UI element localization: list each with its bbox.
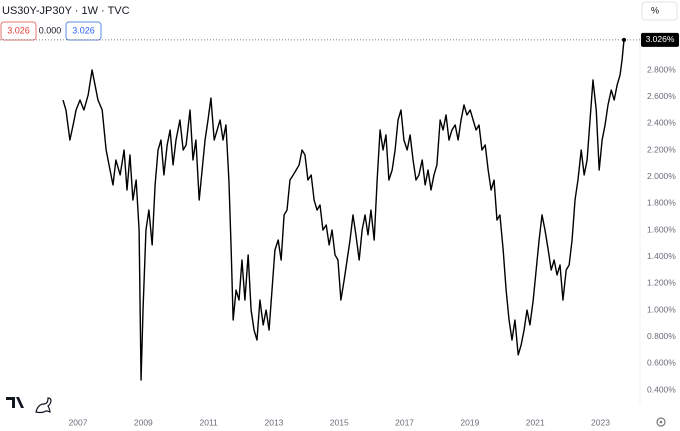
settings-icon[interactable] [656, 417, 666, 427]
price-box-text: 0.000 [39, 25, 62, 35]
y-tick-label: 0.600% [647, 358, 676, 368]
last-price-tag [641, 32, 679, 47]
price-box [65, 21, 102, 41]
x-tick-label: 2011 [200, 417, 219, 427]
price-line [62, 39, 625, 381]
y-tick-label: 2.200% [647, 144, 676, 154]
tv-logo [6, 397, 24, 408]
x-tick-label: 2021 [526, 417, 545, 427]
settings-icon-dot [659, 420, 663, 424]
y-tick-label: 0.400% [647, 384, 676, 394]
x-tick-label: 2013 [264, 417, 283, 427]
price-box-text: 3.026 [72, 25, 95, 35]
scale-button[interactable] [641, 1, 678, 21]
price-box-text: 3.026 [7, 25, 30, 35]
last-price-label: 3.026% [646, 34, 675, 44]
dino-icon[interactable] [35, 397, 52, 414]
y-tick-label: 1.200% [647, 278, 676, 288]
last-price-dot [622, 37, 626, 42]
x-tick-label: 2015 [330, 417, 349, 427]
y-tick-label: 2.800% [647, 64, 676, 74]
x-tick-label: 2009 [134, 417, 153, 427]
y-tick-label: 2.000% [647, 171, 676, 181]
scale-button-text[interactable]: % [651, 5, 659, 15]
y-tick-label: 2.400% [647, 118, 676, 128]
x-tick-label: 2019 [460, 417, 479, 427]
y-tick-label: 0.800% [647, 331, 676, 341]
x-tick-label: 2017 [395, 417, 414, 427]
chart-title: US30Y-JP30Y · 1W · TVC [2, 5, 130, 17]
y-tick-label: 1.400% [647, 251, 676, 261]
y-tick-label: 2.600% [647, 91, 676, 101]
x-tick-label: 2023 [591, 417, 610, 427]
y-tick-label: 1.800% [647, 198, 676, 208]
y-tick-label: 1.600% [647, 224, 676, 234]
x-tick-label: 2007 [69, 417, 88, 427]
y-tick-label: 1.000% [647, 304, 676, 314]
